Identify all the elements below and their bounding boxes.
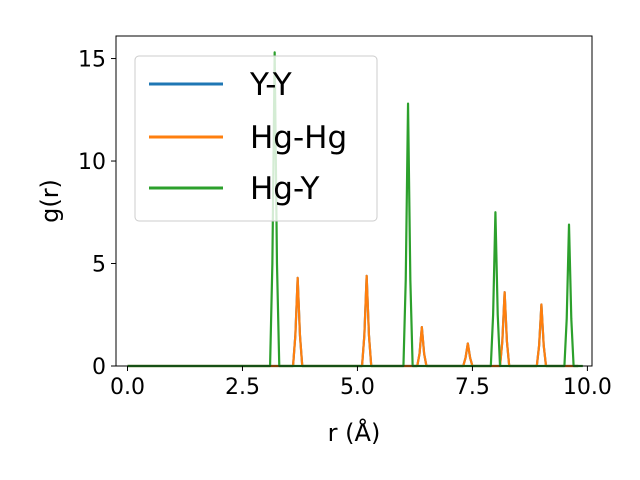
y-tick-label-0: 0: [92, 355, 106, 380]
x-tick-label-0: 0.0: [110, 375, 145, 400]
legend-box: [134, 55, 378, 222]
x-tick-label-2: 5.0: [340, 375, 375, 400]
x-tick-label-4: 10.0: [563, 375, 612, 400]
x-tick-label-1: 2.5: [225, 375, 260, 400]
y-axis-label: g(r): [36, 179, 64, 223]
legend-label-2: Hg-Y: [250, 171, 319, 207]
ticks-layer: 0.0 2.5 5.0 7.5 10.0 0 5 10 15: [78, 48, 612, 400]
plot-frame: [115, 35, 593, 367]
legend-label-1: Hg-Hg: [250, 120, 347, 156]
legend-label-0: Y-Y: [249, 67, 292, 103]
x-axis-label: r (Å): [328, 418, 381, 447]
legend: Y-Y Hg-Hg Hg-Y: [134, 55, 378, 222]
y-tick-label-1: 5: [92, 253, 106, 278]
x-tick-label-3: 7.5: [455, 375, 490, 400]
y-tick-label-3: 15: [78, 48, 106, 73]
y-tick-label-2: 10: [78, 150, 106, 175]
